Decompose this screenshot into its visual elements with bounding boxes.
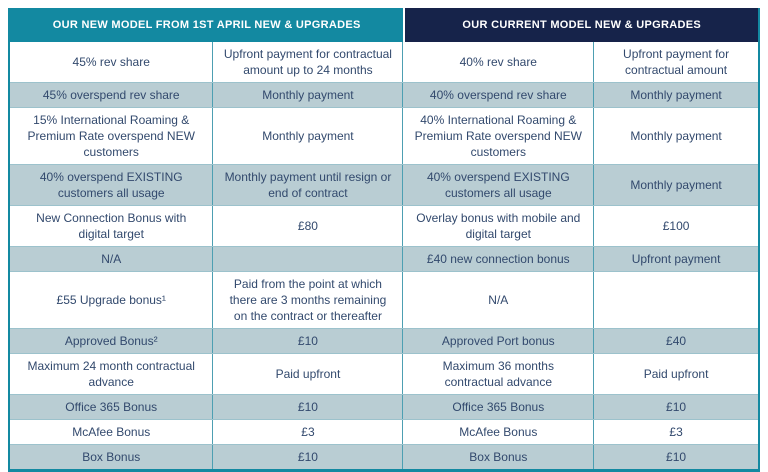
table-cell: £10 [213,445,404,469]
table-cell: 45% overspend rev share [10,83,214,107]
header-current-model: OUR CURRENT MODEL NEW & UPGRADES [403,8,758,42]
table-cell: Overlay bonus with mobile and digital ta… [403,206,595,246]
table-cell: £10 [213,395,404,419]
table-cell: N/A [10,247,214,271]
table-cell: Box Bonus [10,445,214,469]
table-row: New Connection Bonus with digital target… [10,206,758,247]
table-cell: Paid upfront [643,367,709,381]
table-cell: Monthly payment [213,108,404,164]
table-body: 45% rev share Upfront payment for contrac… [10,42,758,469]
table-cell: Upfront payment for contractual amount [623,47,730,77]
table-cell: New Connection Bonus with digital target [10,206,214,246]
table-cell: Paid from the point at which there are 3… [213,272,404,328]
table-cell: 45% rev share [10,42,214,82]
table-cell [213,247,404,271]
header-new-model: OUR NEW MODEL FROM 1ST APRIL NEW & UPGRA… [10,8,404,42]
page: OUR NEW MODEL FROM 1ST APRIL NEW & UPGRA… [8,8,760,472]
table-cell: Box Bonus [403,445,595,469]
table-cell: Office 365 Bonus [10,395,214,419]
table-cell: 15% International Roaming & Premium Rate… [10,108,214,164]
table-cell: £40 [666,334,687,348]
table-cell: N/A [403,272,595,328]
table-cell: Paid upfront [213,354,404,394]
table-cell: 40% rev share [403,42,595,82]
table-cell: £10 [213,329,404,353]
table-cell: Approved Port bonus [403,329,595,353]
table-cell: 40% International Roaming & Premium Rate… [403,108,595,164]
table-cell: Monthly payment [213,83,404,107]
table-cell: £3 [213,420,404,444]
table-cell: £40 new connection bonus [403,247,595,271]
commission-comparison-table: OUR NEW MODEL FROM 1ST APRIL NEW & UPGRA… [8,8,760,472]
table-cell: £100 [662,219,690,233]
table-row: £55 Upgrade bonus¹ Paid from the point at… [10,272,758,329]
table-row: McAfee Bonus £3 McAfee Bonus £3 [10,420,758,445]
table-cell: Monthly payment [630,129,722,143]
table-row: Approved Bonus² £10 Approved Port bonus £40 [10,329,758,354]
table-cell: £10 [666,400,687,414]
table-cell: Approved Bonus² [10,329,214,353]
table-row: Box Bonus £10 Box Bonus £10 [10,445,758,469]
table-row: Office 365 Bonus £10 Office 365 Bonus £10 [10,395,758,420]
table-row: 45% overspend rev share Monthly payment 40… [10,83,758,108]
table-row: 40% overspend EXISTING customers all usa… [10,165,758,206]
table-cell: 40% overspend EXISTING customers all usa… [403,165,595,205]
table-cell: £80 [213,206,404,246]
table-cell: 40% overspend rev share [403,83,595,107]
table-cell: Maximum 36 months contractual advance [403,354,595,394]
table-cell: McAfee Bonus [10,420,214,444]
table-cell: £10 [666,450,687,464]
table-row: 45% rev share Upfront payment for contrac… [10,42,758,83]
table-cell: £55 Upgrade bonus¹ [10,272,214,328]
table-cell: Monthly payment [630,88,722,102]
table-cell: 40% overspend EXISTING customers all usa… [10,165,214,205]
table-row: Maximum 24 month contractual advance Paid… [10,354,758,395]
table-cell: Monthly payment [630,178,722,192]
table-header-row: OUR NEW MODEL FROM 1ST APRIL NEW & UPGRA… [10,8,758,42]
table-row: N/A £40 new connection bonus Upfront payme… [10,247,758,272]
table-cell: Upfront payment [631,252,721,266]
table-row: 15% International Roaming & Premium Rate… [10,108,758,165]
table-cell: Monthly payment until resign or end of c… [213,165,404,205]
table-cell: Upfront payment for contractual amount u… [213,42,404,82]
table-cell: Office 365 Bonus [403,395,595,419]
table-cell: £3 [669,425,683,439]
table-cell: Maximum 24 month contractual advance [10,354,214,394]
table-cell: McAfee Bonus [403,420,595,444]
table-cell [594,272,758,328]
